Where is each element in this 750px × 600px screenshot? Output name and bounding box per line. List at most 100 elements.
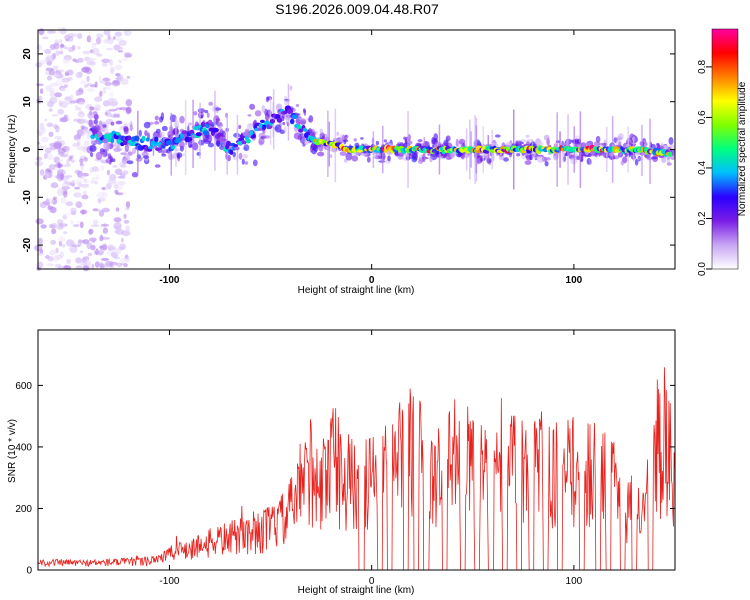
spectrogram-cell xyxy=(229,149,234,155)
spectrogram-cell xyxy=(132,147,137,155)
spectrogram-cell xyxy=(59,50,64,55)
spectrogram-cell xyxy=(63,114,68,119)
spectrogram-cell xyxy=(182,152,186,157)
spectrogram-cell xyxy=(63,213,72,216)
spectrogram-cell xyxy=(56,41,63,44)
spectrogram-cell xyxy=(120,152,128,156)
spectrogram-cell xyxy=(65,149,69,157)
spectrogram-cell xyxy=(125,256,131,263)
spectrogram-cell xyxy=(90,137,95,145)
colorbar: 0.0 0.2 0.4 0.6 0.8 Normalized spectral ampl… xyxy=(697,28,748,276)
spectrogram-cell xyxy=(34,161,44,167)
spectrogram-cell xyxy=(73,118,82,122)
spectrogram-cell xyxy=(120,257,127,264)
spectrogram-cell xyxy=(38,145,45,152)
spectrogram-cell xyxy=(118,127,124,130)
spectrogram-cell xyxy=(62,58,70,64)
spectrogram-cell xyxy=(66,158,70,166)
spectrogram-cell xyxy=(51,228,57,235)
spectrogram-cell xyxy=(122,139,128,146)
spectrogram-cell xyxy=(159,116,164,123)
spectrogram-cell xyxy=(202,130,209,136)
spectrogram-cell xyxy=(62,214,68,220)
spectrogram-cell xyxy=(35,156,43,161)
spectrogram-cell xyxy=(108,91,114,97)
spectrogram-cell xyxy=(58,152,65,156)
spectrogram-cell xyxy=(67,36,74,42)
spectrogram-cell xyxy=(96,192,105,199)
spectrogram-cell xyxy=(124,154,131,157)
spectrogram-cell xyxy=(154,136,159,143)
spectrogram-cell xyxy=(161,144,166,149)
spectrogram-cell xyxy=(68,155,72,161)
colorbar-label: Normalized spectral amplitude xyxy=(737,81,748,216)
colorbar-gradient xyxy=(712,29,738,269)
spectrogram-cell xyxy=(666,162,672,166)
spectrogram-cell xyxy=(238,124,242,130)
spectrogram-cell xyxy=(419,154,423,159)
spectrogram-cell xyxy=(91,45,96,49)
spectrogram-x-tick-label: -100 xyxy=(159,275,179,286)
spectrogram-cell xyxy=(121,159,127,166)
spectrogram-cell xyxy=(122,170,129,175)
spectrogram-cell xyxy=(118,59,122,64)
spectrogram-cell xyxy=(50,223,59,229)
spectrogram-y-tick-label: 20 xyxy=(22,48,33,60)
spectrogram-cell xyxy=(245,138,251,144)
spectrogram-cell xyxy=(206,112,210,118)
spectrogram-cell xyxy=(83,140,91,147)
spectrogram-cell xyxy=(585,142,590,146)
spectrogram-cell xyxy=(243,144,250,152)
spectrogram-cell xyxy=(108,180,118,185)
spectrogram-cell xyxy=(101,58,111,63)
snr-panel: -100 0 100 0 200 400 600 Height of straight l… xyxy=(7,329,676,596)
spectrogram-cell xyxy=(98,249,105,256)
spectrogram-cell xyxy=(137,110,139,173)
spectrogram-cell xyxy=(36,44,42,51)
spectrogram-cell xyxy=(115,207,120,212)
spectrogram-cell xyxy=(42,36,49,40)
spectrogram-cell xyxy=(48,164,56,171)
spectrogram-cell xyxy=(103,29,111,36)
spectrogram-cell xyxy=(94,124,100,132)
spectrogram-cell xyxy=(291,114,299,120)
spectrogram-cell xyxy=(126,160,134,165)
spectrogram-cell xyxy=(117,181,126,185)
spectrogram-cell xyxy=(88,228,94,235)
spectrogram-cell xyxy=(93,114,99,120)
spectrogram-cell xyxy=(93,119,99,125)
spectrogram-cell xyxy=(63,180,69,184)
spectrogram-cell xyxy=(165,140,173,146)
spectrogram-cell xyxy=(55,50,60,56)
spectrogram-cell xyxy=(52,196,58,200)
spectrogram-cell xyxy=(86,35,92,43)
spectrogram-cell xyxy=(77,46,81,50)
spectrogram-cell xyxy=(80,183,90,188)
spectrogram-cell xyxy=(60,197,67,204)
spectrogram-cell xyxy=(39,201,48,209)
spectrogram-cell xyxy=(297,124,302,130)
spectrogram-cell xyxy=(76,141,81,146)
spectrogram-cell xyxy=(126,76,131,79)
spectrogram-cell xyxy=(302,127,307,132)
spectrogram-cell xyxy=(668,151,673,157)
spectrogram-cell xyxy=(59,117,68,123)
spectrogram-cell xyxy=(92,129,96,134)
spectrogram-cell xyxy=(54,254,63,260)
spectrogram-cell xyxy=(70,207,77,213)
spectrogram-cell xyxy=(289,118,295,125)
spectrogram-cell xyxy=(69,94,74,101)
spectrogram-cell xyxy=(113,113,118,118)
spectrogram-cell xyxy=(288,108,293,114)
colorbar-frame xyxy=(711,28,739,270)
spectrogram-cell xyxy=(129,120,133,129)
spectrogram-cell xyxy=(96,131,103,138)
spectrogram-cell xyxy=(339,151,347,157)
spectrogram-cell xyxy=(60,43,65,48)
spectrogram-cell xyxy=(516,153,521,157)
spectrogram-cell xyxy=(37,252,44,256)
spectrogram-cell xyxy=(115,132,121,136)
spectrogram-cell xyxy=(51,114,59,117)
spectrogram-cell xyxy=(108,108,118,112)
